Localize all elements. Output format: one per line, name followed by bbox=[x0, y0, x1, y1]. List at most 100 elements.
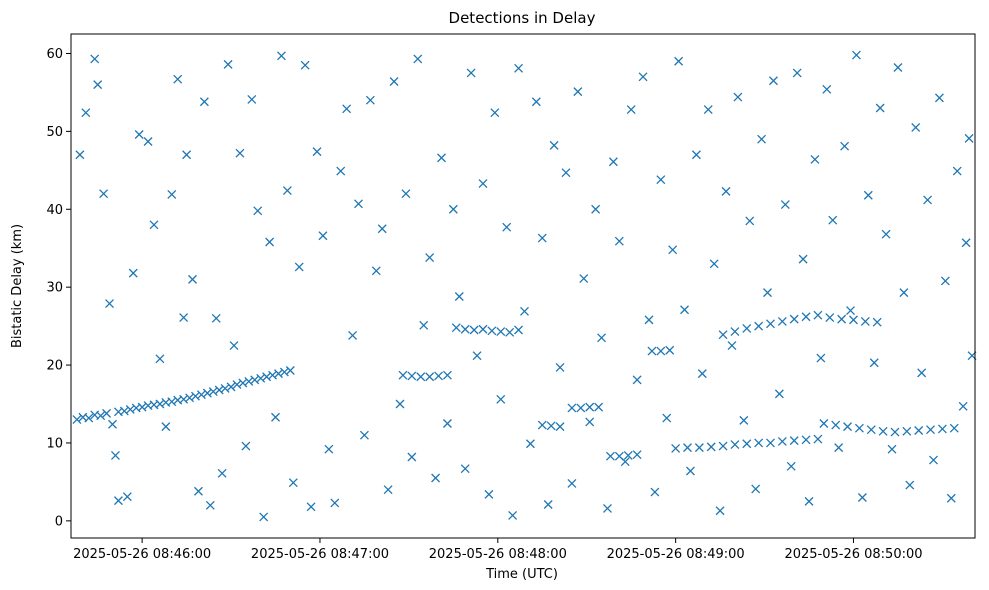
y-tick-label: 60 bbox=[46, 47, 63, 62]
data-point bbox=[665, 345, 675, 355]
data-point bbox=[193, 486, 203, 496]
data-point bbox=[93, 80, 103, 90]
data-point bbox=[585, 402, 595, 412]
data-point bbox=[220, 383, 230, 393]
chart-title: Detections in Delay bbox=[449, 9, 596, 27]
data-point bbox=[537, 233, 547, 243]
data-point bbox=[546, 421, 556, 431]
data-point bbox=[143, 137, 153, 146]
data-point bbox=[496, 327, 506, 337]
data-point bbox=[555, 422, 565, 432]
data-point bbox=[208, 387, 218, 397]
data-point bbox=[508, 510, 518, 520]
data-point bbox=[276, 51, 286, 61]
data-point bbox=[238, 378, 248, 388]
data-point bbox=[567, 479, 577, 488]
data-point bbox=[899, 288, 909, 298]
data-point bbox=[496, 394, 506, 404]
data-point bbox=[952, 166, 962, 176]
data-point bbox=[742, 439, 752, 449]
data-point bbox=[780, 200, 790, 210]
data-point bbox=[259, 512, 269, 522]
data-point bbox=[766, 438, 775, 448]
data-point bbox=[614, 236, 624, 246]
data-point bbox=[108, 419, 117, 429]
data-point bbox=[638, 72, 648, 82]
data-point bbox=[84, 413, 94, 423]
data-markers bbox=[72, 50, 977, 522]
data-point bbox=[869, 358, 879, 368]
data-point bbox=[875, 103, 885, 113]
data-point bbox=[958, 401, 968, 411]
data-point bbox=[940, 276, 950, 286]
data-point bbox=[656, 346, 666, 356]
data-point bbox=[442, 370, 452, 380]
data-point bbox=[851, 50, 861, 60]
data-point bbox=[202, 388, 212, 398]
data-point bbox=[846, 306, 855, 315]
data-point bbox=[543, 500, 553, 509]
data-point bbox=[632, 450, 642, 460]
data-point bbox=[857, 493, 867, 502]
data-point bbox=[241, 441, 251, 451]
data-point bbox=[917, 368, 927, 378]
data-point bbox=[694, 443, 704, 453]
data-point bbox=[804, 496, 814, 506]
y-tick-label: 20 bbox=[46, 359, 63, 374]
data-point bbox=[214, 385, 224, 395]
data-point bbox=[469, 325, 479, 335]
data-point bbox=[520, 306, 529, 316]
data-point bbox=[923, 195, 933, 205]
data-point bbox=[905, 480, 915, 490]
data-point bbox=[262, 372, 272, 382]
data-point bbox=[217, 468, 227, 478]
data-point bbox=[813, 310, 823, 320]
data-point bbox=[813, 434, 823, 444]
data-point bbox=[137, 402, 147, 412]
data-point bbox=[929, 455, 938, 465]
data-point bbox=[448, 204, 458, 214]
data-point bbox=[860, 316, 870, 326]
data-point bbox=[777, 316, 787, 326]
x-tick-label: 2025-05-26 08:48:00 bbox=[429, 547, 567, 562]
data-point bbox=[90, 54, 100, 64]
data-point bbox=[662, 413, 672, 423]
data-point bbox=[229, 341, 239, 351]
y-axis-label: Bistatic Delay (km) bbox=[10, 224, 25, 348]
data-point bbox=[182, 150, 192, 160]
data-point bbox=[777, 436, 787, 446]
x-tick-label: 2025-05-26 08:49:00 bbox=[607, 547, 745, 562]
data-point bbox=[167, 190, 177, 199]
data-point bbox=[466, 68, 476, 78]
data-point bbox=[757, 134, 767, 144]
data-point bbox=[425, 253, 435, 263]
data-point bbox=[576, 403, 586, 413]
data-point bbox=[451, 323, 461, 333]
data-point bbox=[365, 95, 375, 105]
data-point bbox=[828, 215, 838, 225]
data-point bbox=[727, 341, 737, 351]
data-point bbox=[75, 150, 85, 160]
data-point bbox=[324, 444, 334, 454]
data-point bbox=[650, 487, 660, 497]
data-point bbox=[789, 436, 799, 446]
data-point bbox=[395, 399, 405, 409]
data-point bbox=[81, 108, 91, 118]
data-point bbox=[514, 325, 524, 335]
data-point bbox=[866, 425, 876, 435]
data-point bbox=[605, 451, 615, 461]
data-point bbox=[437, 153, 446, 163]
data-point bbox=[703, 105, 713, 115]
plot-frame bbox=[70, 33, 976, 539]
data-point bbox=[484, 489, 494, 499]
data-point bbox=[199, 97, 209, 107]
data-point bbox=[300, 60, 310, 70]
data-point bbox=[626, 105, 636, 115]
data-point bbox=[478, 179, 488, 189]
data-point bbox=[733, 92, 743, 102]
data-point bbox=[265, 237, 275, 247]
data-point bbox=[721, 186, 731, 196]
data-point bbox=[674, 56, 684, 66]
data-point bbox=[893, 63, 903, 72]
data-point bbox=[167, 397, 177, 407]
